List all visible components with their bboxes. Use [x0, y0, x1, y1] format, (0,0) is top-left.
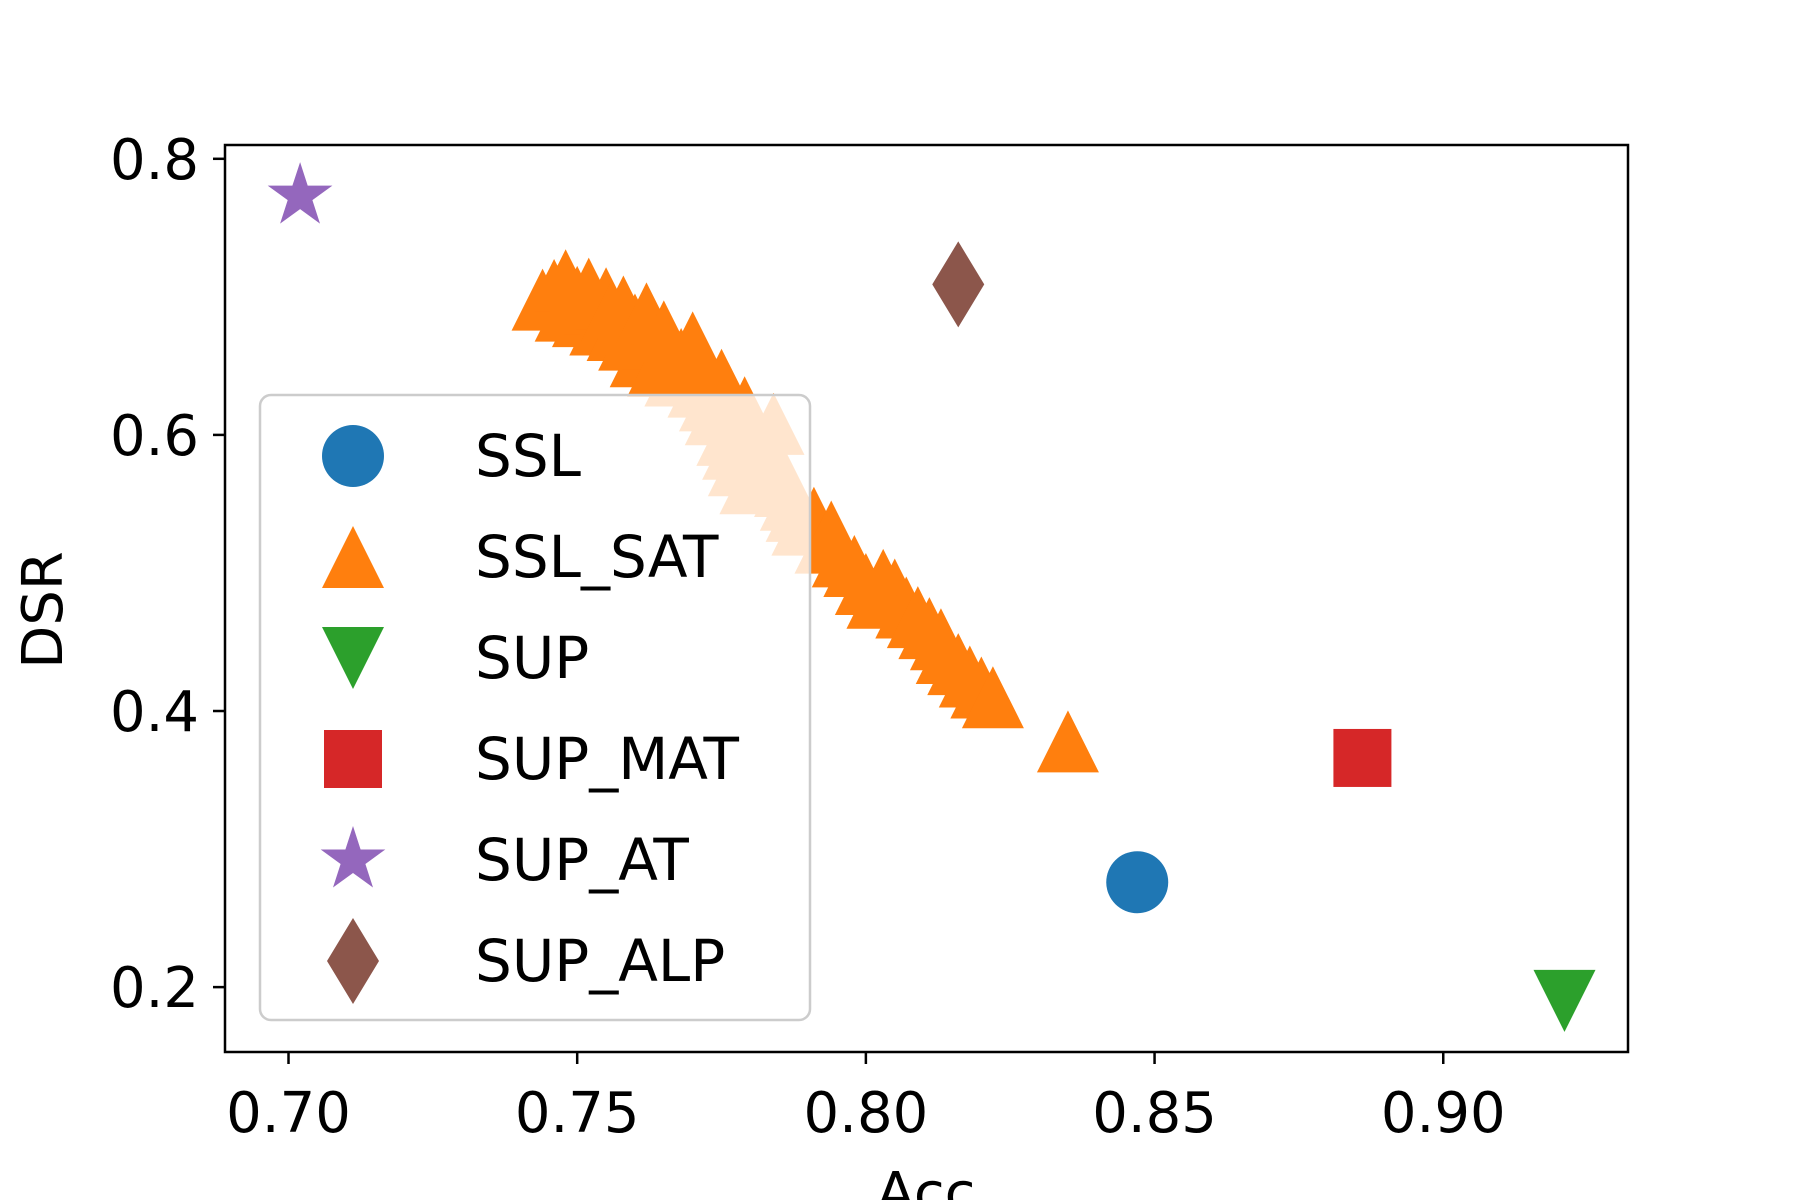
legend-marker-sup-mat [324, 730, 382, 788]
x-axis-label: Acc [877, 1161, 976, 1200]
legend-marker-sup [322, 627, 384, 689]
legend-label-sup-mat: SUP_MAT [475, 725, 739, 793]
point-sup-0 [1533, 969, 1596, 1032]
legend-marker-sup-alp [327, 918, 379, 1004]
x-tick-label: 0.80 [804, 1081, 929, 1146]
legend-marker-sup-at [320, 826, 386, 888]
x-axis: 0.70 0.75 0.80 0.85 0.90 [226, 1052, 1506, 1146]
legend-marker-ssl-sat [322, 526, 384, 588]
legend-label-sup-at: SUP_AT [475, 826, 689, 894]
point-ssl-0 [1106, 851, 1169, 914]
x-tick-label: 0.75 [515, 1081, 640, 1146]
x-tick-label: 0.85 [1092, 1081, 1217, 1146]
legend-label-sup: SUP [475, 624, 589, 692]
legend-label-sup-alp: SUP_ALP [475, 927, 725, 995]
y-axis-label: DSR [11, 551, 76, 669]
y-tick-label: 0.6 [110, 404, 199, 469]
legend: SSL SSL_SAT SUP SUP_MAT SUP_AT SUP_ALP [258, 393, 812, 1022]
point-sup-at-0 [267, 162, 333, 224]
point-sup-mat-0 [1333, 728, 1392, 787]
plot-frame [223, 143, 1630, 1054]
legend-box [258, 393, 812, 1022]
x-tick-label: 0.90 [1381, 1081, 1506, 1146]
point-sup-alp-0 [932, 241, 985, 328]
point-ssl-sat-60 [961, 666, 1024, 729]
y-tick-label: 0.2 [110, 956, 199, 1021]
x-tick-label: 0.70 [226, 1081, 351, 1146]
legend-marker-ssl [322, 425, 384, 487]
point-ssl-sat-61 [1036, 710, 1099, 773]
legend-label-ssl-sat: SSL_SAT [475, 523, 719, 591]
y-axis: 0.2 0.4 0.6 0.8 [110, 128, 225, 1021]
y-tick-label: 0.8 [110, 128, 199, 193]
legend-label-ssl: SSL [475, 422, 581, 490]
y-tick-label: 0.4 [110, 680, 199, 745]
